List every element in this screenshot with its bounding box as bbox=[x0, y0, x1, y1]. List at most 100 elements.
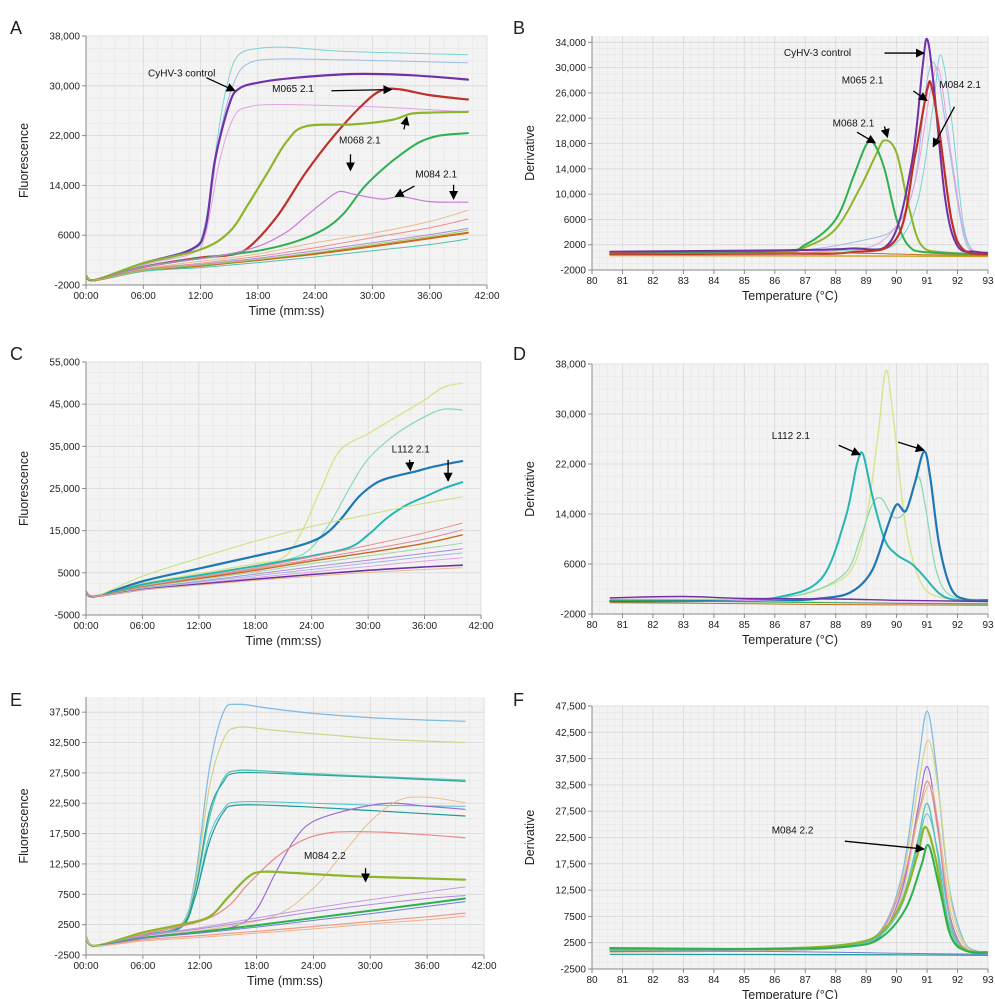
y-tick-label: 2500 bbox=[58, 920, 81, 931]
x-tick-label: 82 bbox=[647, 276, 659, 287]
x-tick-label: 24:00 bbox=[303, 291, 328, 302]
y-tick-label: 32,500 bbox=[555, 780, 586, 791]
gridlines-d bbox=[591, 363, 989, 615]
x-tick-label: 36:00 bbox=[415, 961, 440, 972]
y-tick-label: 17,500 bbox=[555, 859, 586, 870]
y-tick-label: -2000 bbox=[54, 281, 80, 292]
y-tick-label: 17,500 bbox=[49, 829, 80, 840]
x-tick-label: 90 bbox=[891, 975, 903, 986]
x-tick-label: 30:00 bbox=[360, 291, 385, 302]
panel-letter-c: C bbox=[10, 344, 23, 364]
y-tick-label: 7500 bbox=[564, 912, 587, 923]
series-group-d bbox=[609, 369, 988, 606]
x-axis-title-a: Time (mm:ss) bbox=[249, 304, 325, 318]
series-line-b-7 bbox=[609, 80, 988, 256]
y-tick-label: 14,000 bbox=[49, 181, 80, 192]
panel-letter-d: D bbox=[513, 344, 526, 364]
y-tick-label: 27,500 bbox=[49, 768, 80, 779]
series-line-d-8 bbox=[609, 599, 988, 605]
y-tick-label: 37,500 bbox=[555, 754, 586, 765]
series-line-f-9 bbox=[609, 843, 988, 954]
x-tick-label: 12:00 bbox=[186, 621, 211, 632]
y-tick-label: 47,500 bbox=[555, 702, 586, 713]
annotation-label: M065 2.1 bbox=[842, 75, 884, 86]
x-tick-label: 42:00 bbox=[468, 621, 493, 632]
y-tick-label: 26,000 bbox=[555, 88, 586, 99]
panel-e: E 00:00 06:00 12:00 18:00 24:00 30:00 36:00 42:0… bbox=[10, 690, 497, 988]
panel-b: B 80 81 82 83 84 85 86 87 88 89 90 91 92 93 -2000 2000 60… bbox=[513, 18, 994, 303]
panel-f: F 80 81 82 83 84 85 86 87 88 89 90 91 92 93 -2500 2500 75… bbox=[513, 690, 994, 999]
x-tick-label: 85 bbox=[739, 276, 751, 287]
x-tick-label: 88 bbox=[830, 975, 842, 986]
y-tick-label: 38,000 bbox=[49, 32, 80, 43]
x-tick-label: 93 bbox=[982, 975, 994, 986]
x-tick-label: 91 bbox=[922, 276, 934, 287]
y-tick-label: -2500 bbox=[560, 965, 586, 976]
y-tick-label: 22,000 bbox=[49, 131, 80, 142]
annotation-label: M084 2.1 bbox=[939, 80, 981, 91]
x-tick-label: 89 bbox=[861, 620, 873, 631]
panel-c: C 00:00 06:00 12:00 18:00 24:00 30:00 36:00 42:0… bbox=[10, 344, 494, 648]
y-axis-title-e: Fluorescence bbox=[17, 788, 31, 863]
series-group-c bbox=[86, 382, 464, 598]
series-line-d-7 bbox=[609, 602, 988, 606]
y-tick-label: 22,500 bbox=[49, 799, 80, 810]
y-tick-label: 30,000 bbox=[555, 410, 586, 421]
annotation-arrow bbox=[897, 441, 925, 453]
x-tick-label: 83 bbox=[678, 620, 690, 631]
x-tick-label: 42:00 bbox=[474, 291, 499, 302]
annotation-arrow bbox=[400, 116, 410, 130]
y-tick-label: 30,000 bbox=[555, 63, 586, 74]
annotation-arrow bbox=[932, 106, 956, 148]
y-tick-label: 30,000 bbox=[49, 81, 80, 92]
y-tick-label: 10,000 bbox=[555, 190, 586, 201]
series-line-c-14 bbox=[86, 567, 463, 597]
panel-letter-f: F bbox=[513, 690, 524, 710]
y-axis-title-f: Derivative bbox=[523, 810, 537, 866]
x-tick-label: 87 bbox=[800, 975, 812, 986]
gridlines-a bbox=[85, 35, 488, 286]
x-tick-label: 92 bbox=[952, 276, 964, 287]
x-tick-label: 90 bbox=[891, 620, 903, 631]
x-tick-label: 85 bbox=[739, 975, 751, 986]
x-tick-label: 00:00 bbox=[73, 621, 98, 632]
series-line-f-5 bbox=[609, 784, 988, 955]
x-tick-label: 80 bbox=[586, 620, 598, 631]
x-tick-label: 81 bbox=[617, 620, 629, 631]
x-tick-label: 86 bbox=[769, 276, 781, 287]
annotation-arrow bbox=[844, 840, 925, 853]
x-axis-title-f: Temperature (°C) bbox=[742, 988, 838, 999]
x-tick-label: 91 bbox=[922, 975, 934, 986]
x-tick-label: 91 bbox=[922, 620, 934, 631]
series-line-f-11 bbox=[609, 953, 988, 956]
series-line-b-9 bbox=[609, 252, 988, 256]
y-tick-label: -2000 bbox=[560, 266, 586, 277]
panel-letter-a: A bbox=[10, 18, 22, 38]
series-line-f-10 bbox=[609, 950, 988, 955]
y-tick-label: 25,000 bbox=[49, 484, 80, 495]
series-line-a-2 bbox=[86, 58, 469, 281]
y-axis-title-b: Derivative bbox=[523, 125, 537, 181]
x-tick-label: 84 bbox=[708, 276, 720, 287]
y-tick-label: -2000 bbox=[560, 610, 586, 621]
x-tick-label: 81 bbox=[617, 276, 629, 287]
panel-a: A 00:00 06:00 12:00 18:00 24:00 30:00 36:00 42:0… bbox=[10, 18, 500, 318]
y-tick-label: 34,000 bbox=[555, 38, 586, 49]
annotation-arrow bbox=[838, 444, 861, 456]
annotation-arrow bbox=[394, 185, 415, 198]
panel-letter-e: E bbox=[10, 690, 22, 710]
y-tick-label: 18,000 bbox=[555, 139, 586, 150]
annotation-arrow bbox=[880, 126, 890, 139]
y-tick-label: 14,000 bbox=[555, 510, 586, 521]
annotation-arrow bbox=[912, 90, 928, 102]
annotation-label: M068 2.1 bbox=[833, 118, 875, 129]
x-tick-label: 24:00 bbox=[299, 621, 324, 632]
y-tick-label: -2500 bbox=[54, 951, 80, 962]
y-axis-title-d: Derivative bbox=[523, 461, 537, 517]
y-tick-label: 22,000 bbox=[555, 460, 586, 471]
x-tick-label: 18:00 bbox=[243, 621, 268, 632]
x-tick-label: 90 bbox=[891, 276, 903, 287]
x-tick-label: 87 bbox=[800, 620, 812, 631]
x-tick-label: 00:00 bbox=[73, 961, 98, 972]
